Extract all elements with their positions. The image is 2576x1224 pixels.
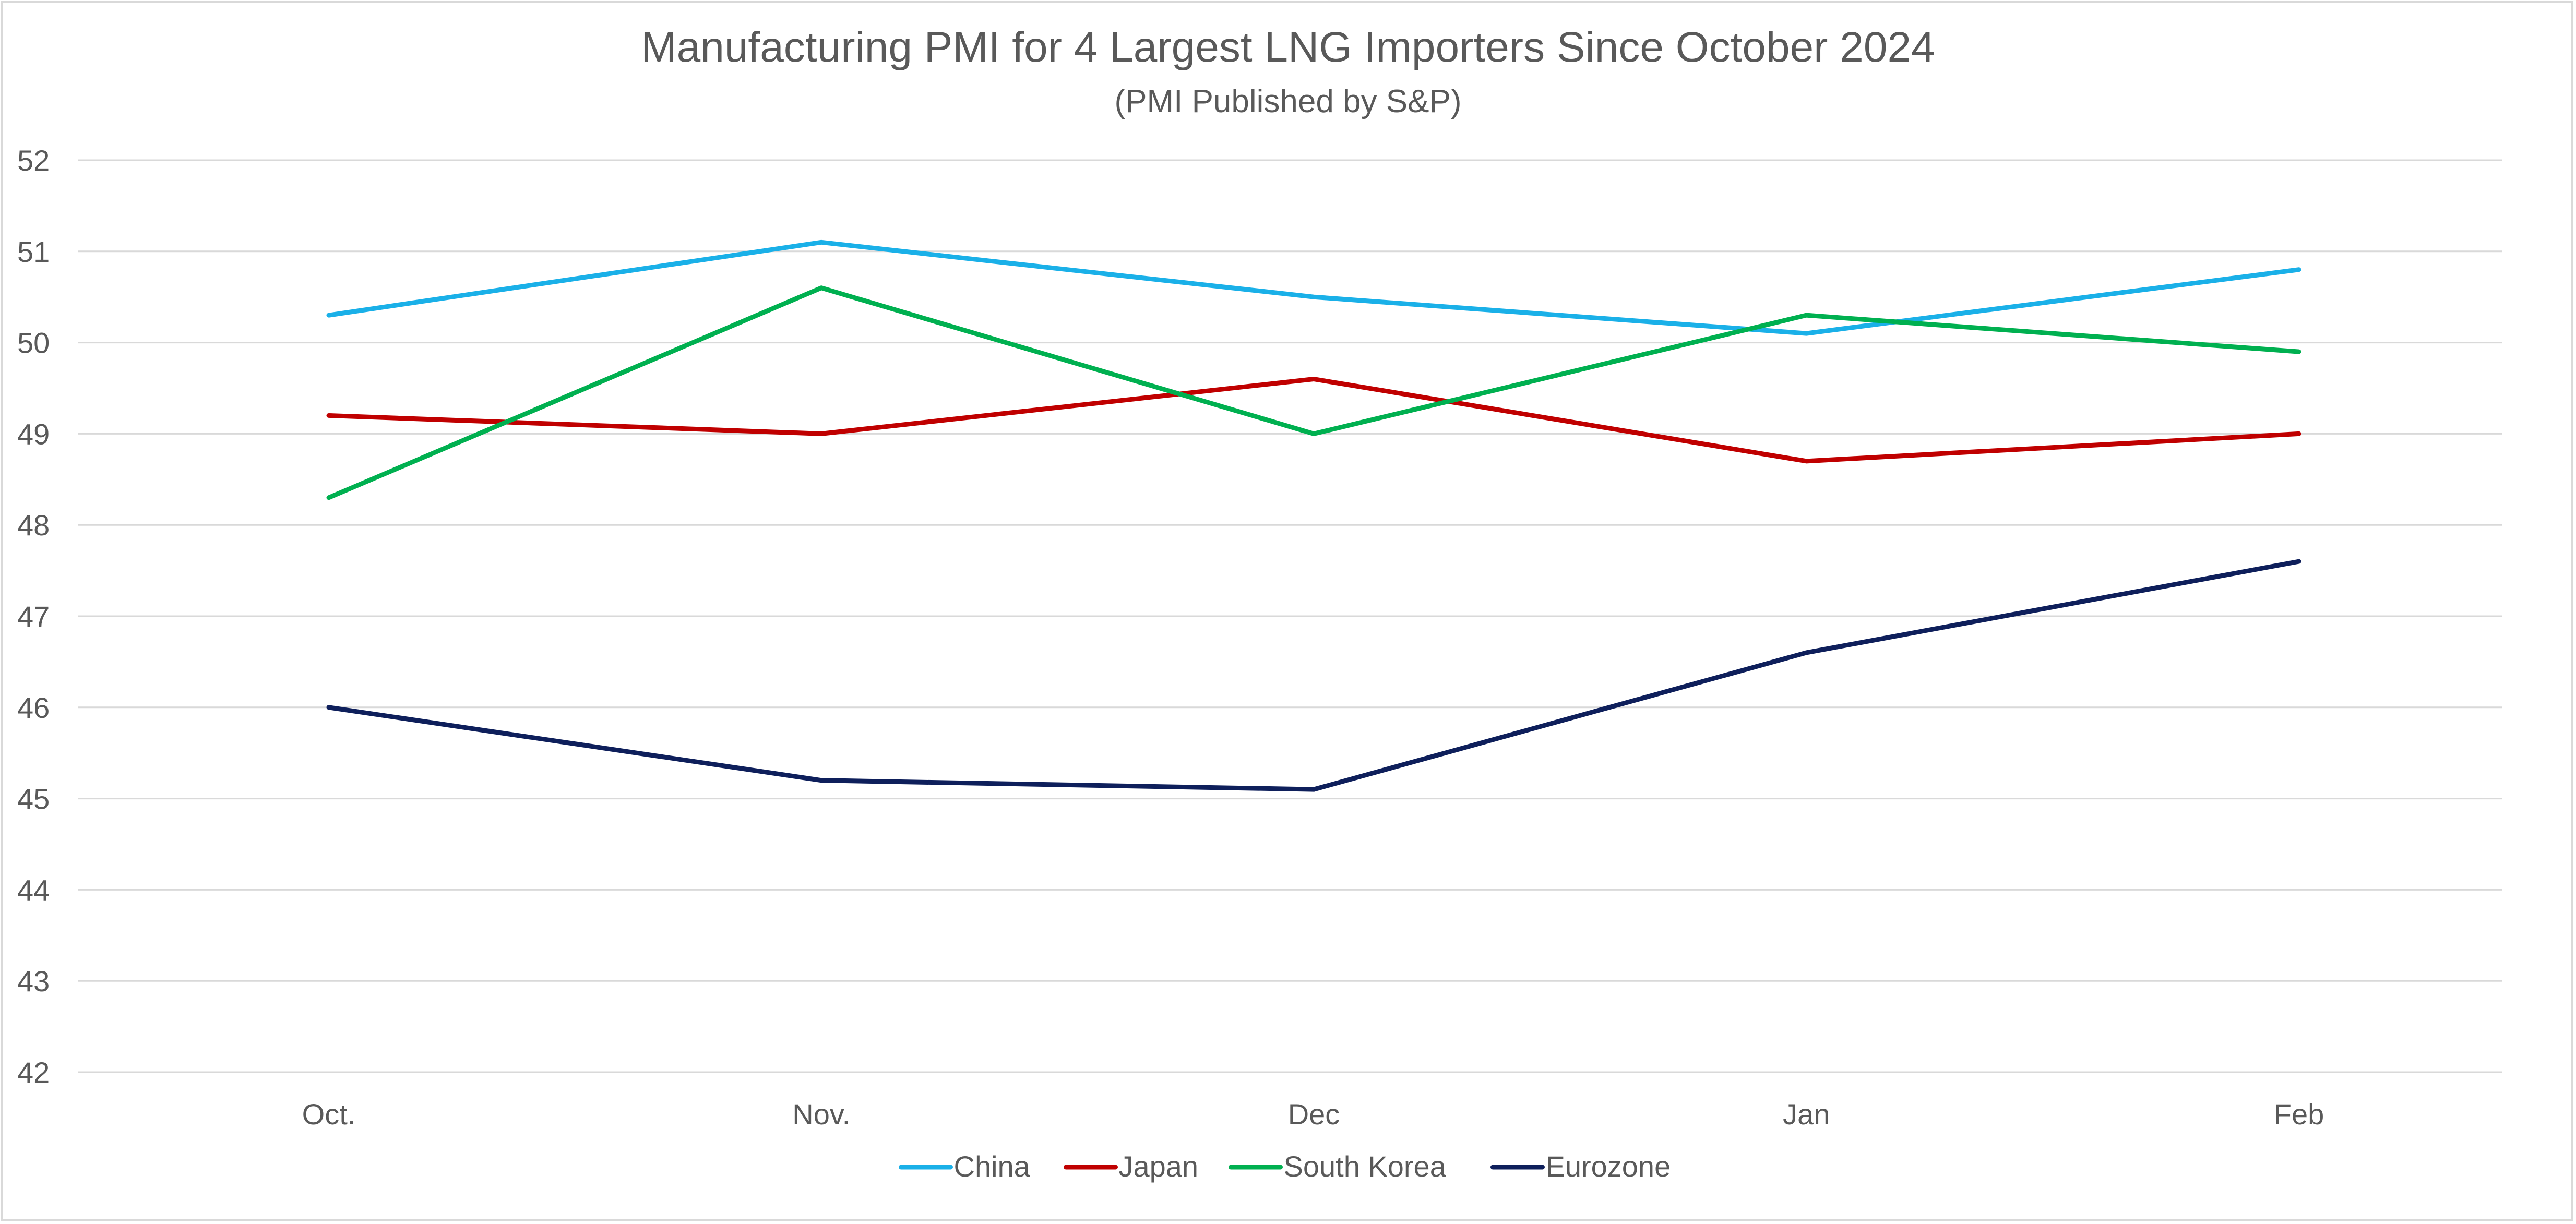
y-axis-tick-labels: 42 43 44 45 46 47 48 49 50 51 52 [17,144,50,1089]
legend-label-eurozone: Eurozone [1546,1150,1671,1183]
legend-label-south-korea: South Korea [1284,1150,1447,1183]
gridlines [78,159,2502,1073]
y-tick-label-44: 44 [17,873,50,906]
y-tick-label-43: 43 [17,965,50,998]
y-tick-label-49: 49 [17,417,50,450]
series-line-south-korea [326,285,2301,500]
y-tick-label-46: 46 [17,691,50,724]
y-tick-label-51: 51 [17,235,50,268]
chart-subtitle: (PMI Published by S&P) [1114,83,1461,119]
x-tick-label-0: Oct. [302,1098,356,1131]
y-tick-label-50: 50 [17,327,50,359]
chart-title: Manufacturing PMI for 4 Largest LNG Impo… [641,23,1935,71]
series-lines [326,239,2301,792]
x-tick-label-3: Jan [1783,1098,1830,1131]
x-tick-label-4: Feb [2274,1098,2324,1131]
x-axis-tick-labels: Oct. Nov. Dec Jan Feb [302,1098,2324,1131]
y-tick-label-47: 47 [17,600,50,633]
x-tick-label-1: Nov. [792,1098,850,1131]
y-tick-label-42: 42 [17,1056,50,1089]
y-tick-label-48: 48 [17,509,50,542]
y-tick-label-52: 52 [17,144,50,177]
legend-label-japan: Japan [1119,1150,1199,1183]
series-line-japan [326,377,2301,464]
legend-label-china: China [954,1150,1031,1183]
x-tick-label-2: Dec [1288,1098,1340,1131]
legend: China Japan South Korea Eurozone [899,1150,1671,1183]
y-tick-label-45: 45 [17,783,50,815]
series-line-eurozone [326,559,2301,792]
series-line-china [326,239,2301,336]
